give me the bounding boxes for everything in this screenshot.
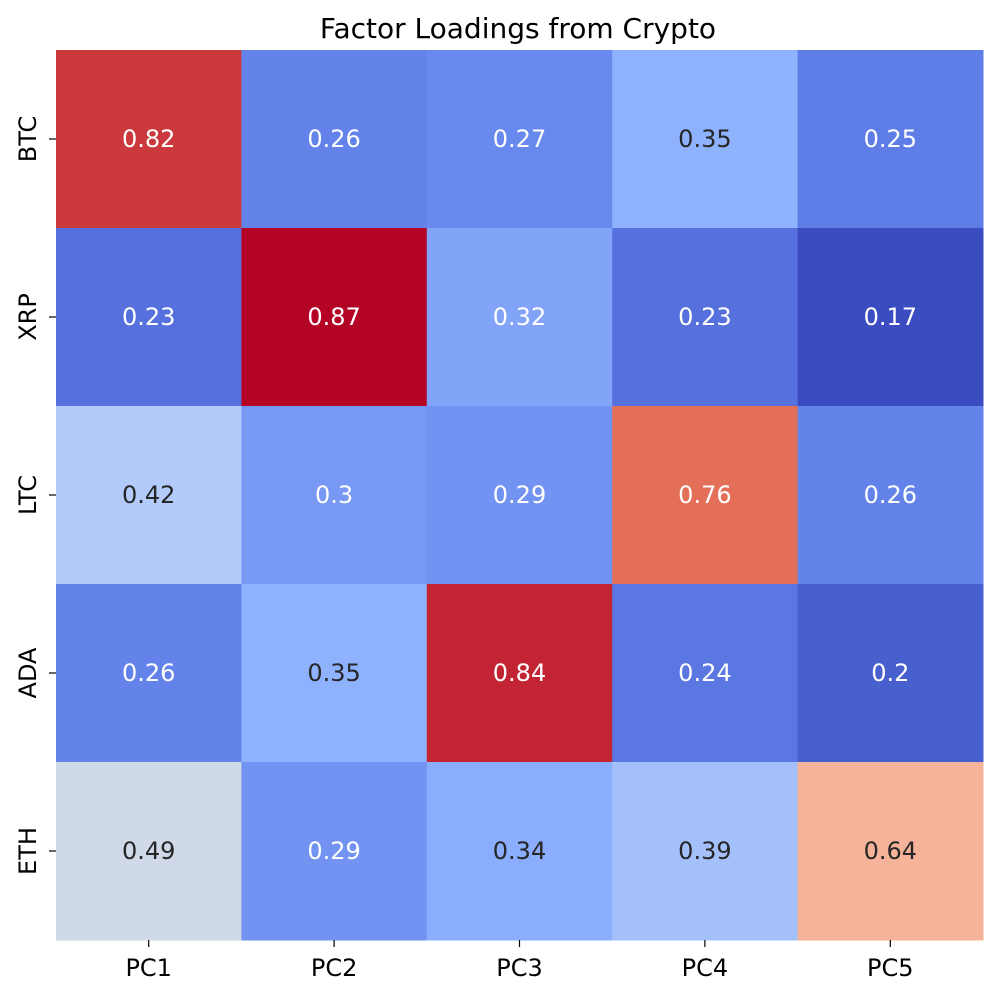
y-tick-label: ETH — [14, 827, 42, 875]
cell-annotations: 0.82 0.26 0.27 0.35 0.25 0.23 0.87 0.32 0.23 0.17… — [122, 125, 917, 865]
heatmap-cell-ada-pc4 — [612, 584, 799, 763]
x-tick-label: PC5 — [867, 954, 914, 982]
cell-value-label: 0.29 — [307, 837, 360, 865]
heatmap-cell-ltc-pc3 — [426, 406, 613, 585]
cell-value-label: 0.35 — [678, 125, 731, 153]
cell-value-label: 0.49 — [122, 837, 175, 865]
heatmap-cell-ada-pc5 — [797, 584, 984, 763]
heatmap-cell-btc-pc3 — [426, 50, 613, 229]
x-tick-label: PC4 — [682, 954, 729, 982]
cell-value-label: 0.32 — [493, 303, 546, 331]
cell-value-label: 0.23 — [122, 303, 175, 331]
cell-value-label: 0.17 — [864, 303, 917, 331]
cell-value-label: 0.76 — [678, 481, 731, 509]
x-axis: PC1 PC2 PC3 PC4 PC5 — [125, 940, 914, 982]
heatmap-cell-ada-pc2 — [241, 584, 428, 763]
heatmap-cell-xrp-pc2 — [241, 228, 428, 407]
heatmap-cell-ada-pc3 — [426, 584, 613, 763]
cell-value-label: 0.23 — [678, 303, 731, 331]
chart-title: Factor Loadings from Crypto — [320, 12, 716, 45]
x-tick-label: PC3 — [496, 954, 543, 982]
cell-value-label: 0.39 — [678, 837, 731, 865]
y-tick-label: BTC — [14, 116, 42, 162]
heatmap-cell-ltc-pc1 — [56, 406, 242, 585]
heatmap-cell-btc-pc1 — [56, 50, 242, 229]
heatmap-cell-eth-pc5 — [797, 762, 984, 941]
cell-value-label: 0.26 — [307, 125, 360, 153]
heatmap-cell-btc-pc4 — [612, 50, 799, 229]
heatmap-cell-ada-pc1 — [56, 584, 242, 763]
x-tick-label: PC2 — [311, 954, 358, 982]
y-tick-label: LTC — [14, 475, 42, 515]
y-axis: BTC XRP LTC ADA ETH — [14, 116, 56, 875]
heatmap-cell-xrp-pc3 — [426, 228, 613, 407]
cell-value-label: 0.26 — [122, 659, 175, 687]
heatmap-cell-btc-pc5 — [797, 50, 984, 229]
cell-value-label: 0.3 — [315, 481, 353, 509]
heatmap-cell-xrp-pc1 — [56, 228, 242, 407]
heatmap-cell-eth-pc4 — [612, 762, 799, 941]
cell-value-label: 0.42 — [122, 481, 175, 509]
y-tick-label: ADA — [14, 647, 42, 698]
heatmap-cell-eth-pc2 — [241, 762, 428, 941]
cell-value-label: 0.64 — [864, 837, 917, 865]
cell-value-label: 0.82 — [122, 125, 175, 153]
heatmap-cell-eth-pc3 — [426, 762, 613, 941]
cell-value-label: 0.35 — [307, 659, 360, 687]
heatmap-cell-xrp-pc4 — [612, 228, 799, 407]
cell-value-label: 0.26 — [864, 481, 917, 509]
cell-value-label: 0.2 — [871, 659, 909, 687]
y-tick-label: XRP — [14, 293, 42, 341]
cell-value-label: 0.25 — [864, 125, 917, 153]
heatmap-cell-ltc-pc2 — [241, 406, 428, 585]
cell-value-label: 0.24 — [678, 659, 731, 687]
heatmap-cell-eth-pc1 — [56, 762, 242, 941]
heatmap-cell-xrp-pc5 — [797, 228, 984, 407]
cell-value-label: 0.87 — [307, 303, 360, 331]
cell-value-label: 0.29 — [493, 481, 546, 509]
heatmap-cells — [56, 50, 984, 941]
cell-value-label: 0.84 — [493, 659, 546, 687]
heatmap-cell-ltc-pc4 — [612, 406, 799, 585]
cell-value-label: 0.27 — [493, 125, 546, 153]
heatmap-cell-btc-pc2 — [241, 50, 428, 229]
x-tick-label: PC1 — [125, 954, 172, 982]
heatmap-cell-ltc-pc5 — [797, 406, 984, 585]
cell-value-label: 0.34 — [493, 837, 546, 865]
